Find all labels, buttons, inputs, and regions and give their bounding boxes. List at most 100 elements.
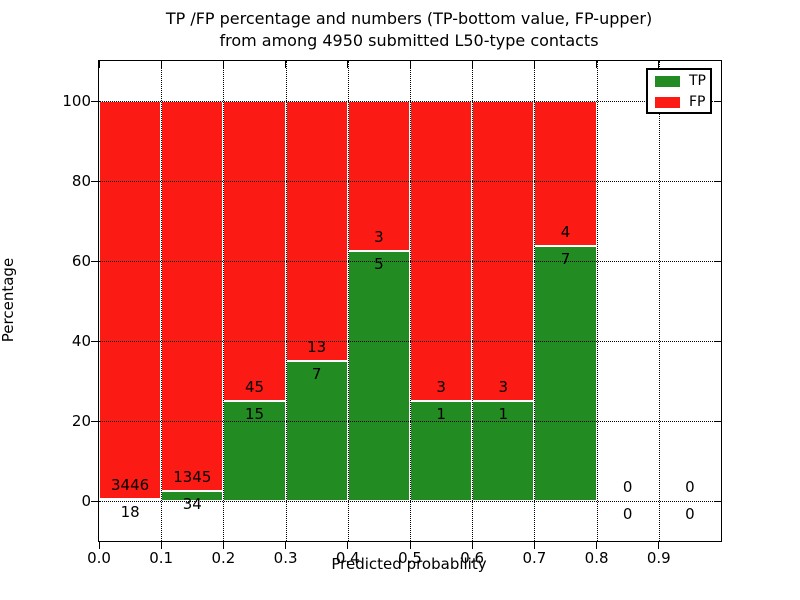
tp-color-swatch bbox=[655, 75, 680, 87]
x-tick-mark bbox=[347, 542, 349, 549]
bar-segment-fp bbox=[161, 101, 224, 492]
bar-label-fp: 3 bbox=[436, 378, 446, 396]
bar-label-fp: 3446 bbox=[111, 475, 150, 494]
y-tick-mark-right bbox=[714, 100, 721, 102]
y-tick-mark-right bbox=[714, 180, 721, 182]
x-tick-label: 0.5 bbox=[398, 549, 422, 567]
y-tick-label: 0 bbox=[81, 492, 91, 510]
chart-title-line2: from among 4950 submitted L50-type conta… bbox=[219, 31, 599, 50]
y-tick-mark bbox=[91, 340, 98, 342]
y-tick-label: 100 bbox=[62, 92, 91, 110]
x-tick-label: 0.9 bbox=[646, 549, 671, 567]
x-tick-mark-top bbox=[658, 61, 660, 68]
y-tick-mark bbox=[91, 180, 98, 182]
x-tick-label: 0.2 bbox=[211, 549, 236, 567]
fp-color-swatch bbox=[655, 96, 680, 108]
bar-label-fp: 1345 bbox=[173, 468, 212, 487]
bar-label-tp: 5 bbox=[374, 255, 384, 273]
x-axis-label: Predicted probability bbox=[331, 555, 487, 573]
x-tick-mark bbox=[222, 542, 224, 549]
y-tick-mark bbox=[91, 260, 98, 262]
bar-label-fp: 3 bbox=[374, 228, 384, 246]
gridline-vertical bbox=[223, 61, 225, 541]
x-tick-mark-top bbox=[533, 61, 535, 68]
x-tick-mark bbox=[160, 542, 162, 549]
bar-label-tp: 1 bbox=[436, 405, 446, 423]
bar-label-fp: 13 bbox=[307, 338, 327, 356]
gridline-vertical bbox=[596, 61, 598, 541]
x-tick-mark bbox=[98, 542, 100, 549]
chart-title: TP /FP percentage and numbers (TP-bottom… bbox=[98, 8, 720, 52]
bar-segment-fp bbox=[410, 101, 473, 401]
x-tick-mark bbox=[533, 542, 535, 549]
legend-label-tp: TP bbox=[689, 73, 706, 89]
y-tick-mark bbox=[91, 420, 98, 422]
y-tick-mark-right bbox=[714, 340, 721, 342]
x-tick-mark bbox=[596, 542, 598, 549]
y-axis-label: Percentage bbox=[0, 257, 17, 343]
gridline-vertical bbox=[161, 61, 163, 541]
x-tick-label: 0.7 bbox=[522, 549, 547, 567]
x-tick-label: 0.6 bbox=[460, 549, 485, 567]
y-tick-mark bbox=[91, 100, 98, 102]
gridline-vertical bbox=[410, 61, 411, 541]
bar-segment-fp bbox=[472, 101, 535, 401]
legend-item-tp: TP bbox=[655, 73, 706, 89]
y-tick-label: 80 bbox=[71, 172, 91, 190]
x-tick-mark-top bbox=[471, 61, 473, 68]
y-tick-label: 20 bbox=[71, 412, 91, 430]
y-tick-label: 40 bbox=[71, 332, 91, 350]
y-tick-mark bbox=[91, 500, 98, 502]
chart-title-line1: TP /FP percentage and numbers (TP-bottom… bbox=[165, 9, 653, 28]
bar-segment-tp bbox=[534, 246, 597, 501]
y-tick-label: 60 bbox=[71, 252, 91, 270]
legend-label-fp: FP bbox=[689, 94, 706, 110]
x-tick-label: 0.3 bbox=[273, 549, 298, 567]
x-tick-mark-top bbox=[347, 61, 349, 68]
bar-label-fp: 3 bbox=[498, 378, 509, 396]
x-tick-mark-top bbox=[285, 61, 287, 68]
x-tick-label: 0.8 bbox=[584, 549, 609, 567]
x-tick-mark bbox=[285, 542, 287, 549]
gridline-vertical bbox=[658, 61, 660, 541]
bar-segment-fp bbox=[223, 101, 286, 401]
bar-label-fp: 0 bbox=[622, 478, 633, 496]
x-tick-label: 0.0 bbox=[87, 549, 111, 567]
x-tick-mark-top bbox=[222, 61, 224, 68]
bar-label-tp: 1 bbox=[498, 405, 509, 423]
y-tick-mark-right bbox=[714, 260, 721, 262]
gridline-vertical bbox=[534, 61, 536, 541]
bar-label-tp: 15 bbox=[244, 405, 265, 423]
bar-segment-tp bbox=[285, 361, 348, 501]
x-tick-mark-top bbox=[596, 61, 598, 68]
bar-label-fp: 45 bbox=[244, 378, 265, 396]
plot-area: TP FP 3446 18 1345 34 45 15 13 7 3 5 3 1 3 1 4 7 0 0 0 0 0.0… bbox=[62, 60, 722, 567]
x-tick-label: 0.1 bbox=[149, 549, 174, 567]
gridline-vertical bbox=[285, 61, 287, 541]
x-tick-mark-top bbox=[409, 61, 411, 68]
gridline-vertical bbox=[472, 61, 474, 541]
bar-label-tp: 34 bbox=[182, 495, 202, 514]
bar-segment-fp bbox=[99, 101, 162, 499]
x-tick-label: 0.4 bbox=[335, 549, 360, 567]
bar-segment-tp bbox=[410, 401, 473, 501]
x-tick-mark bbox=[658, 542, 660, 549]
gridline-vertical bbox=[347, 61, 349, 541]
x-tick-mark-top bbox=[98, 61, 100, 68]
x-tick-mark bbox=[471, 542, 473, 549]
bar-label-tp: 0 bbox=[622, 505, 633, 523]
x-tick-mark-top bbox=[160, 61, 162, 68]
bar-label-fp: 0 bbox=[685, 478, 695, 496]
bar-label-tp: 0 bbox=[685, 505, 695, 523]
y-tick-mark-right bbox=[714, 420, 721, 422]
y-tick-mark-right bbox=[714, 500, 721, 502]
legend: TP FP bbox=[646, 68, 712, 114]
bar-label-tp: 18 bbox=[120, 502, 140, 521]
bar-segment-tp bbox=[347, 251, 410, 501]
x-tick-mark bbox=[409, 542, 411, 549]
bar-label-tp: 7 bbox=[560, 250, 571, 269]
bar-label-tp: 7 bbox=[311, 365, 322, 383]
bar-label-fp: 4 bbox=[560, 223, 571, 242]
legend-item-fp: FP bbox=[655, 94, 706, 110]
